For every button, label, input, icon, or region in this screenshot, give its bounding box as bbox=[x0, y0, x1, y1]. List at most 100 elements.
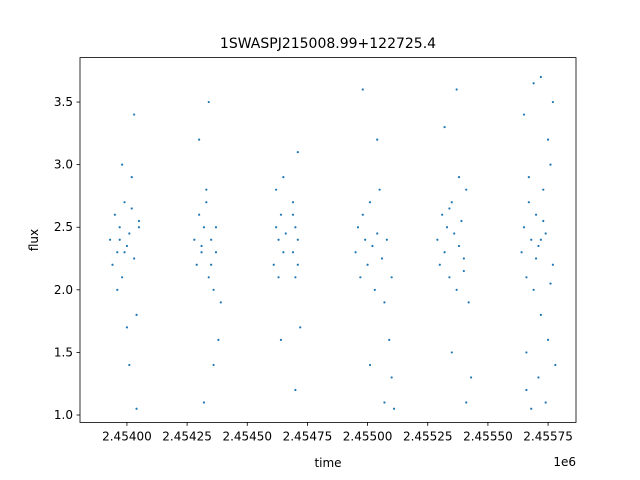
data-point bbox=[123, 251, 126, 254]
y-tick-label: 3.0 bbox=[54, 158, 73, 172]
data-point bbox=[214, 251, 218, 254]
data-point bbox=[205, 188, 208, 191]
data-point bbox=[448, 207, 451, 210]
data-point bbox=[445, 226, 449, 229]
data-point bbox=[542, 219, 545, 223]
data-point bbox=[277, 276, 280, 279]
data-point bbox=[465, 401, 468, 404]
data-point bbox=[282, 251, 285, 254]
data-point bbox=[467, 301, 470, 304]
data-point bbox=[118, 226, 121, 229]
data-point bbox=[135, 407, 138, 410]
data-point bbox=[130, 176, 133, 179]
y-axis-label: flux bbox=[27, 229, 41, 251]
data-point bbox=[378, 188, 381, 191]
data-point bbox=[530, 238, 533, 241]
data-point bbox=[364, 238, 367, 241]
data-point bbox=[546, 138, 550, 141]
data-point bbox=[294, 226, 297, 229]
data-point bbox=[108, 238, 112, 241]
data-point bbox=[296, 238, 299, 241]
data-point bbox=[532, 288, 535, 291]
data-point bbox=[551, 100, 554, 104]
data-point bbox=[383, 401, 386, 404]
data-point bbox=[135, 313, 138, 316]
x-tick-label: 2.45450 bbox=[222, 429, 272, 443]
data-point bbox=[284, 232, 287, 235]
data-point bbox=[137, 226, 141, 229]
x-axis-label: time bbox=[314, 456, 341, 470]
data-point bbox=[116, 251, 119, 254]
data-point bbox=[441, 213, 444, 216]
x-tick-label: 2.45475 bbox=[283, 429, 333, 443]
data-point bbox=[368, 201, 372, 204]
data-point bbox=[443, 125, 446, 129]
data-point bbox=[294, 276, 297, 279]
data-point bbox=[530, 407, 533, 410]
plot-area bbox=[108, 75, 557, 410]
data-point bbox=[116, 288, 119, 291]
data-point bbox=[195, 263, 198, 266]
data-point bbox=[366, 263, 369, 266]
data-point bbox=[542, 188, 545, 191]
data-point bbox=[210, 263, 213, 266]
data-point bbox=[219, 301, 222, 304]
data-point bbox=[212, 288, 215, 291]
data-point bbox=[469, 376, 473, 379]
data-point bbox=[200, 244, 203, 248]
data-point bbox=[465, 188, 468, 191]
data-point bbox=[534, 257, 538, 260]
data-point bbox=[385, 238, 388, 241]
y-tick-label: 2.0 bbox=[54, 283, 73, 297]
data-point bbox=[217, 338, 220, 342]
data-point bbox=[376, 138, 379, 141]
data-point bbox=[371, 244, 374, 248]
y-tick-label: 1.0 bbox=[54, 408, 73, 422]
data-point bbox=[390, 276, 393, 279]
data-point bbox=[130, 207, 133, 210]
data-point bbox=[277, 238, 280, 241]
data-point bbox=[272, 263, 275, 266]
y-tick-label: 3.5 bbox=[54, 95, 73, 109]
data-point bbox=[279, 213, 283, 216]
data-point bbox=[455, 88, 458, 91]
data-point bbox=[544, 401, 547, 404]
data-point bbox=[118, 238, 121, 241]
data-point bbox=[380, 257, 384, 260]
data-point bbox=[373, 288, 376, 291]
data-point bbox=[212, 363, 215, 367]
data-point bbox=[390, 376, 393, 379]
data-point bbox=[125, 244, 129, 248]
data-point bbox=[438, 263, 441, 266]
data-point bbox=[121, 276, 124, 279]
data-point bbox=[549, 163, 552, 166]
chart-title: 1SWASPJ215008.99+122725.4 bbox=[220, 36, 436, 52]
x-tick-label: 2.45425 bbox=[162, 429, 212, 443]
data-point bbox=[376, 232, 379, 235]
data-point bbox=[551, 263, 554, 266]
data-point bbox=[546, 338, 550, 342]
data-point bbox=[361, 88, 364, 91]
data-point bbox=[539, 313, 542, 316]
data-point bbox=[388, 338, 391, 342]
data-point bbox=[455, 288, 458, 291]
data-point bbox=[207, 100, 210, 104]
data-point bbox=[520, 251, 523, 254]
x-tick-label: 2.45550 bbox=[463, 429, 513, 443]
data-point bbox=[392, 407, 396, 410]
data-point bbox=[383, 301, 386, 304]
data-point bbox=[527, 201, 530, 204]
data-point bbox=[359, 276, 362, 279]
data-point bbox=[450, 201, 453, 204]
y-tick-label: 2.5 bbox=[54, 220, 73, 234]
data-point bbox=[193, 238, 196, 241]
data-point bbox=[460, 219, 463, 223]
data-point bbox=[133, 257, 136, 260]
data-point bbox=[522, 226, 526, 229]
data-point bbox=[113, 213, 116, 216]
data-point bbox=[539, 238, 542, 241]
data-point bbox=[525, 388, 528, 392]
axes-frame bbox=[79, 57, 577, 423]
